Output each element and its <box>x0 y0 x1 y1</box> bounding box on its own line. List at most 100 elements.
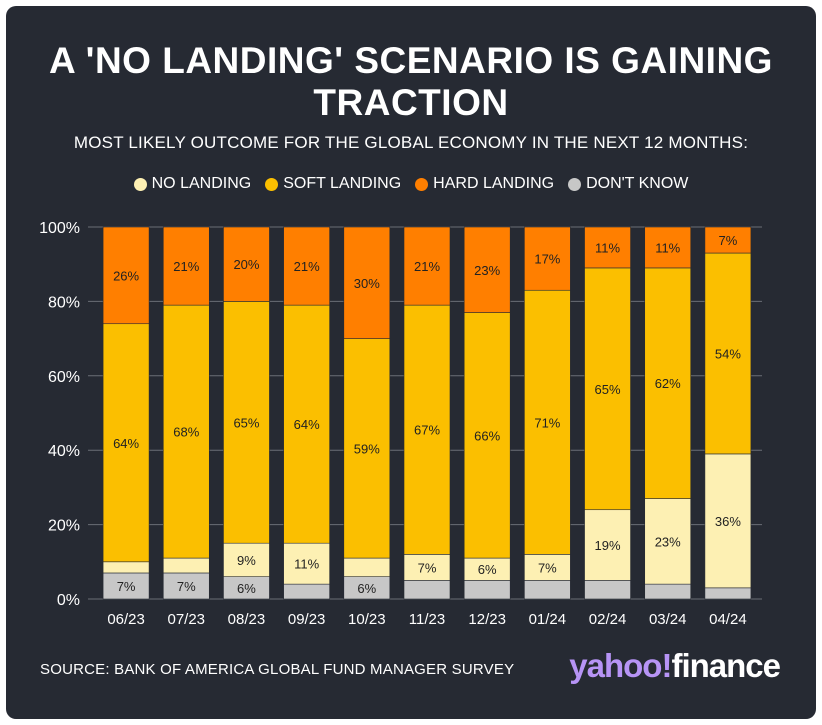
legend-dot-no-landing <box>133 177 147 191</box>
x-tick-label: 12/23 <box>468 611 506 628</box>
bar-segment <box>102 561 150 574</box>
bar-segment <box>644 498 692 585</box>
bar-segment <box>403 226 451 306</box>
data-label: 62% <box>655 376 681 391</box>
x-tick-label: 03/24 <box>649 611 687 628</box>
data-label: 23% <box>474 263 500 278</box>
bar-segment <box>162 557 210 574</box>
y-tick-label: 40% <box>48 443 80 460</box>
bar-segment <box>102 572 150 600</box>
bar-segment <box>283 226 330 306</box>
x-tick-label: 08/23 <box>228 611 266 628</box>
bar-segment <box>704 587 752 600</box>
data-label: 67% <box>414 423 440 438</box>
legend-item-no-landing: NO LANDING <box>133 175 252 193</box>
bar-segment <box>704 453 752 589</box>
legend-dot-hard-landing <box>415 177 429 191</box>
chart-title: A 'NO LANDING' SCENARIO IS GAINING TRACT… <box>49 40 773 123</box>
legend: NO LANDING SOFT LANDING HARD LANDING DON… <box>0 175 822 193</box>
bar-segment <box>644 226 692 269</box>
bar-segment <box>463 580 511 600</box>
data-label: 7% <box>418 560 437 575</box>
data-label: 7% <box>117 579 136 594</box>
data-label: 20% <box>233 257 259 272</box>
bar-segment <box>644 583 692 600</box>
data-label: 7% <box>719 233 738 248</box>
bar-segment <box>283 304 330 544</box>
bar-segment <box>102 226 150 325</box>
y-tick-label: 80% <box>48 294 80 311</box>
data-label: 17% <box>534 252 560 267</box>
data-label: 65% <box>595 382 621 397</box>
bar-segment <box>283 542 330 585</box>
data-label: 23% <box>655 534 681 549</box>
data-label: 21% <box>414 259 440 274</box>
x-tick-label: 07/23 <box>167 611 205 628</box>
x-tick-label: 06/23 <box>107 611 145 628</box>
data-label: 36% <box>715 514 741 529</box>
legend-item-dont-know: DON'T KNOW <box>568 175 688 193</box>
x-tick-label: 10/23 <box>348 611 386 628</box>
bar-segment <box>403 304 451 555</box>
bar-segment <box>463 226 511 313</box>
data-label: 64% <box>113 436 139 451</box>
y-tick-label: 60% <box>48 369 80 386</box>
legend-label-hard-landing: HARD LANDING <box>433 175 555 192</box>
bar-segment <box>463 312 511 559</box>
source-note: SOURCE: BANK OF AMERICA GLOBAL FUND MANA… <box>40 661 515 678</box>
bar-segment <box>162 226 210 306</box>
x-tick-label: 01/24 <box>529 611 567 628</box>
data-label: 26% <box>113 268 139 283</box>
data-label: 6% <box>237 581 256 596</box>
bar-segment <box>524 580 571 600</box>
data-label: 11% <box>595 240 620 255</box>
data-label: 30% <box>354 276 380 291</box>
data-label: 66% <box>474 428 500 443</box>
data-label: 54% <box>715 346 741 361</box>
y-tick-label: 100% <box>39 220 80 237</box>
bar-segment <box>704 226 752 254</box>
legend-dot-soft-landing <box>265 177 279 191</box>
bar-segment <box>102 323 150 563</box>
legend-label-no-landing: NO LANDING <box>151 175 252 192</box>
bar-segment <box>223 301 270 544</box>
bar-segment <box>283 583 330 600</box>
x-tick-label: 11/23 <box>409 611 445 628</box>
x-tick-label: 02/24 <box>589 611 627 628</box>
bar-segment <box>524 226 571 291</box>
data-label: 21% <box>294 259 320 274</box>
data-label: 64% <box>294 417 320 432</box>
bar-segment <box>162 304 210 559</box>
bar-segment <box>584 580 631 600</box>
yahoo-finance-logo: yahoo!finance <box>569 647 781 684</box>
bar-segment <box>584 509 631 581</box>
bar-segment <box>584 267 631 511</box>
data-label: 19% <box>595 538 621 553</box>
legend-label-soft-landing: SOFT LANDING <box>283 175 402 192</box>
data-label: 59% <box>354 441 380 456</box>
x-tick-label: 04/24 <box>709 611 747 628</box>
bar-segment <box>644 267 692 499</box>
data-label: 6% <box>357 581 376 596</box>
legend-item-soft-landing: SOFT LANDING <box>265 175 401 193</box>
legend-dot-dont-know <box>568 177 582 191</box>
data-label: 11% <box>294 557 319 572</box>
data-label: 7% <box>177 579 196 594</box>
data-label: 6% <box>478 562 497 577</box>
y-tick-label: 0% <box>57 592 80 609</box>
bar-segment <box>343 557 391 577</box>
bar-segment <box>223 542 270 577</box>
bar-segment <box>223 226 270 302</box>
bar-segment <box>524 554 571 581</box>
data-label: 65% <box>233 415 259 430</box>
data-label: 7% <box>538 560 557 575</box>
bar-segment <box>524 289 571 555</box>
bar-segment <box>343 226 391 339</box>
y-tick-label: 20% <box>48 518 80 535</box>
data-label: 9% <box>237 553 256 568</box>
bar-segment <box>343 338 391 559</box>
legend-label-dont-know: DON'T KNOW <box>586 175 689 192</box>
data-label: 21% <box>173 259 199 274</box>
data-label: 68% <box>173 425 199 440</box>
